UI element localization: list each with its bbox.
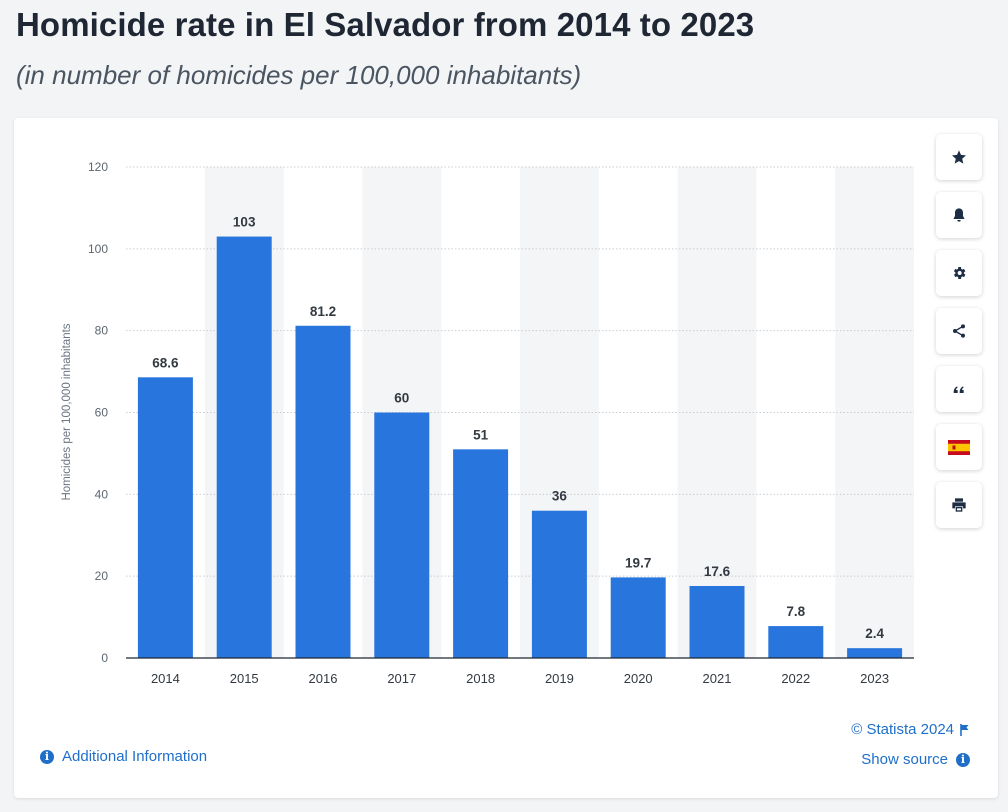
data-label-2018: 51 <box>473 427 489 442</box>
y-tick-label: 120 <box>88 160 108 174</box>
chart-card: 68.6 103 81.2 60 51 36 19.7 17.6 7.8 2.4 2014 2015… <box>14 118 998 798</box>
gear-icon <box>953 267 966 279</box>
data-label-2017: 60 <box>394 391 409 406</box>
cite-button[interactable] <box>936 366 982 412</box>
x-tick-label-2018: 2018 <box>466 671 495 686</box>
bars <box>137 236 903 658</box>
y-tick-label: 40 <box>95 487 109 501</box>
data-labels: 68.6 103 81.2 60 51 36 19.7 17.6 7.8 2.4 <box>152 215 884 642</box>
y-axis-label: Homicides per 100,000 inhabitants <box>61 323 73 500</box>
bell-icon <box>953 208 965 222</box>
settings-button[interactable] <box>936 250 982 296</box>
print-button[interactable] <box>936 482 982 528</box>
data-label-2022: 7.8 <box>786 604 805 619</box>
copyright: © Statista 2024 <box>851 721 970 738</box>
x-tick-label-2019: 2019 <box>545 671 574 686</box>
band-2021 <box>677 167 757 658</box>
page-subtitle: (in number of homicides per 100,000 inha… <box>16 60 582 90</box>
notification-button[interactable] <box>936 192 982 238</box>
x-tick-label-2020: 2020 <box>624 671 653 686</box>
bar-2023 <box>847 648 903 658</box>
share-icon <box>953 324 965 338</box>
bar-2017 <box>374 412 430 658</box>
y-tick-label: 60 <box>95 406 109 420</box>
data-label-2019: 36 <box>552 489 568 504</box>
bar-2016 <box>295 325 351 658</box>
x-axis: 2014 2015 2016 2017 2018 2019 2020 2021 2022 2023 <box>126 657 914 686</box>
show-source-link[interactable]: Show source i <box>861 751 970 768</box>
star-icon <box>952 150 966 164</box>
y-tick-label: 20 <box>95 569 109 583</box>
language-button[interactable] <box>936 424 982 470</box>
data-label-2021: 17.6 <box>704 564 731 579</box>
y-tick-label: 0 <box>101 651 108 665</box>
x-tick-label-2017: 2017 <box>387 671 416 686</box>
y-tick-label: 100 <box>88 242 108 256</box>
bar-2018 <box>453 449 509 658</box>
data-label-2016: 81.2 <box>310 304 336 319</box>
bar-2019 <box>531 510 587 658</box>
bar-2021 <box>689 585 745 658</box>
info-icon: i <box>956 752 970 767</box>
bar-2020 <box>610 577 666 658</box>
bar-chart: 68.6 103 81.2 60 51 36 19.7 17.6 7.8 2.4 2014 2015… <box>61 160 914 686</box>
info-icon: i <box>40 749 54 764</box>
bar-2022 <box>768 626 824 658</box>
spain-flag-icon <box>948 439 970 455</box>
data-label-2020: 19.7 <box>625 555 651 570</box>
quote-icon <box>953 386 964 393</box>
data-label-2015: 103 <box>233 215 256 230</box>
x-tick-label-2016: 2016 <box>309 671 338 686</box>
data-label-2014: 68.6 <box>152 355 179 370</box>
x-tick-label-2023: 2023 <box>860 671 889 686</box>
additional-information-label: Additional Information <box>62 748 208 765</box>
y-tick-label: 80 <box>95 324 109 338</box>
y-axis: 0 20 40 60 80 100 120 <box>88 160 108 665</box>
page-title: Homicide rate in El Salvador from 2014 t… <box>16 6 755 43</box>
additional-information-link[interactable]: i Additional Information <box>40 748 207 765</box>
x-tick-label-2015: 2015 <box>230 671 259 686</box>
printer-icon <box>952 498 966 512</box>
x-tick-label-2021: 2021 <box>703 671 732 686</box>
show-source-label: Show source <box>861 751 948 768</box>
x-tick-label-2022: 2022 <box>781 671 810 686</box>
x-tick-label-2014: 2014 <box>151 671 180 686</box>
bar-2014 <box>137 377 193 658</box>
data-label-2023: 2.4 <box>865 626 884 641</box>
bar-2015 <box>216 236 272 658</box>
flag-icon <box>960 723 969 736</box>
share-button[interactable] <box>936 308 982 354</box>
copyright-text: © Statista 2024 <box>851 721 954 738</box>
favorite-button[interactable] <box>936 134 982 180</box>
